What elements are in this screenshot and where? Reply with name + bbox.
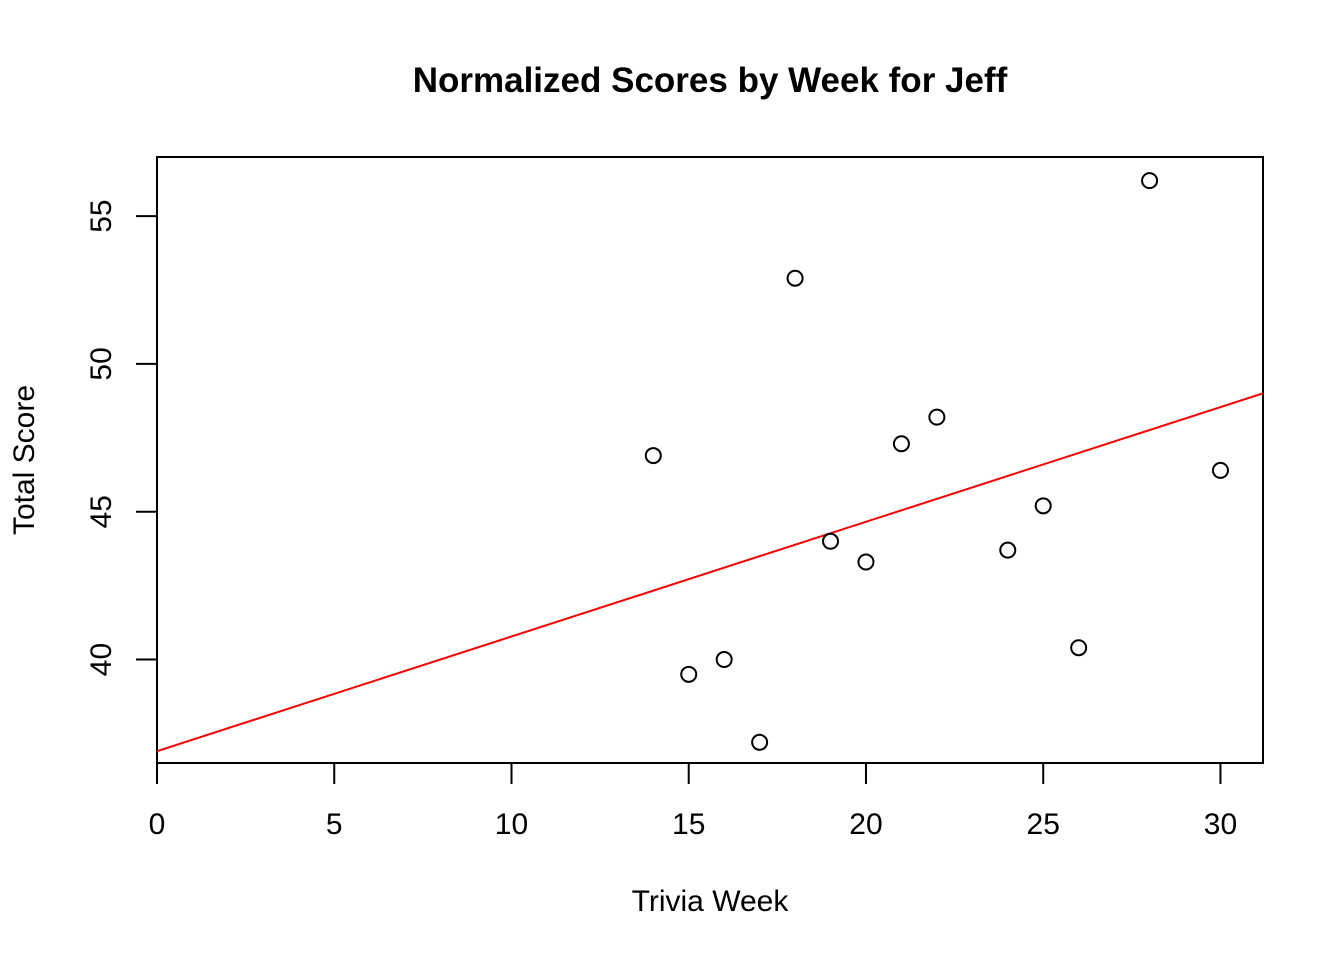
- y-axis: 40 45 50 55: [85, 199, 158, 676]
- y-tick-label: 50: [85, 347, 118, 380]
- x-tick-label: 15: [672, 808, 705, 841]
- data-point: [1141, 172, 1159, 190]
- data-point: [857, 553, 875, 571]
- x-tick-label: 0: [149, 808, 166, 841]
- data-point: [680, 665, 698, 683]
- x-tick-label: 10: [495, 808, 528, 841]
- y-tick-label: 55: [85, 199, 118, 232]
- data-point: [928, 408, 946, 426]
- x-axis: 0 5 10 15 20 25 30: [149, 762, 1237, 841]
- y-tick-label: 40: [85, 643, 118, 676]
- y-tick-label: 45: [85, 495, 118, 528]
- data-point: [822, 532, 840, 550]
- x-tick-label: 25: [1027, 808, 1060, 841]
- data-point: [786, 269, 804, 287]
- data-point: [1070, 639, 1088, 657]
- data-point: [1034, 497, 1052, 515]
- chart-title: Normalized Scores by Week for Jeff: [413, 61, 1008, 100]
- x-axis-label: Trivia Week: [632, 885, 790, 918]
- plot-frame: [156, 156, 1264, 764]
- regression-line: [157, 392, 1263, 753]
- data-point: [999, 541, 1017, 559]
- data-point: [644, 447, 662, 465]
- data-point: [1211, 461, 1229, 479]
- data-point: [715, 651, 733, 669]
- x-tick-label: 5: [326, 808, 343, 841]
- data-point: [751, 733, 769, 751]
- x-tick-label: 20: [849, 808, 882, 841]
- data-point: [892, 435, 910, 453]
- y-axis-label: Total Score: [8, 385, 41, 535]
- x-tick-label: 30: [1204, 808, 1237, 841]
